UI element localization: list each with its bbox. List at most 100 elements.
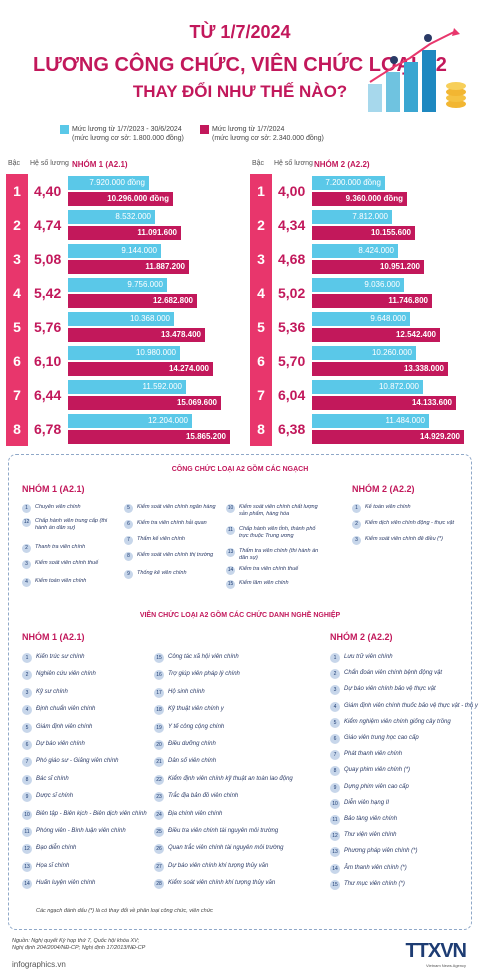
item-label: Dự báo viên chính bảo vệ thực vật [344,686,436,693]
chart-row: 2 4,34 7.812.000 10.155.600 [250,208,474,242]
bar-new-salary: 12.682.800 [68,294,197,308]
bar-old-salary: 7.812.000 [312,210,392,224]
list-item: 22 Kiểm định viên chính kỹ thuật an toàn … [154,774,293,785]
item-number: 9 [124,570,133,579]
list-item: 13 Phương pháp viên chính (*) [330,847,418,858]
bar-new-salary: 14.929.200 [312,430,464,444]
list-item: 12 Thư viện viên chính [330,831,397,842]
list-item: 20 Điều dưỡng chính [154,740,216,750]
item-number: 2 [22,544,31,553]
list-item: 26 Quan trắc viên chính tài nguyên môi tr… [154,844,284,855]
item-label: Kỹ thuật viên chính y [168,706,224,713]
date-heading: TỪ 1/7/2024 [189,22,291,42]
bar-new-salary: 15.865.200 [68,430,230,444]
legend-new-base: (mức lương cơ sở: 2.340.000 đồng) [212,135,324,142]
item-label: Dự báo viên chính [36,741,85,747]
chart-row: 3 4,68 8.424.000 10.951.200 [250,242,474,276]
list-item: 14 Kiểm tra viên chính thuế [226,566,322,575]
chart-row: 2 4,74 8.532.000 11.091.600 [6,208,230,242]
legend-old-base: (mức lương cơ sở: 1.800.000 đồng) [72,135,184,142]
bar-new-salary: 11.091.600 [68,226,181,240]
item-number: 7 [330,750,340,761]
list-item: 5 Kiểm nghiệm viên chính giống cây trồng [330,717,451,728]
header: TỪ 1/7/2024 LƯƠNG CÔNG CHỨC, VIÊN CHỨC L… [0,0,480,135]
item-label: Kiểm nghiệm viên chính giống cây trồng [344,718,451,725]
coefficient: 4,00 [278,183,306,199]
item-label: Nghiên cứu viên chính [36,671,96,678]
item-label: Giám định viên chính [36,723,93,730]
growth-illustration-icon [368,28,466,112]
item-number: 5 [22,722,32,733]
chart-row: 8 6,78 12.204.000 15.865.200 [6,412,230,446]
item-label: Hộ sinh chính [168,688,205,695]
item-label: Kiểm lâm viên chính [239,580,289,586]
list-item: 3 Kiểm soát viên chính thuế [22,560,118,569]
item-number: 10 [226,504,235,513]
list-item: 9 Thống kê viên chính [124,570,220,579]
list-item: 6 Giáo viên trung học cao cấp [330,734,419,744]
civil-title: CÔNG CHỨC LOẠI A2 GỒM CÁC NGẠCH [171,466,309,473]
group2-col-rank: Bậc [252,160,265,167]
item-number: 23 [154,792,164,803]
coefficient: 4,68 [278,251,306,267]
rank-badge: 8 [6,412,28,446]
coefficient: 6,78 [34,421,62,437]
item-number: 21 [154,757,164,768]
bar-new-salary: 13.338.000 [312,362,448,376]
item-label: Địa chính viên chính [168,810,223,817]
item-number: 8 [22,774,32,785]
list-item: 19 Y tế công cộng chính [154,722,224,733]
item-label: Kiểm định viên chính kỹ thuật an toàn la… [168,775,293,782]
item-number: 26 [154,844,164,855]
item-label: Phương pháp viên chính (*) [344,848,418,855]
bar-new-salary: 13.478.400 [68,328,205,342]
list-item: 27 Dự báo viên chính khí tượng thủy văn [154,861,268,872]
bar-old-salary: 10.260.000 [312,346,416,360]
rank-badge: 2 [6,208,28,242]
item-number: 17 [154,687,164,698]
list-item: 13 Họa sĩ chính [22,861,69,872]
chart-row: 1 4,00 7.200.000 đồng 9.360.000 đồng [250,174,474,208]
logo-sub: Vietnam News Agency [426,963,466,968]
rank-badge: 2 [250,208,272,242]
item-label: Phát thanh viên chính [344,751,403,758]
list-item: 1 Chuyên viên chính [22,504,118,513]
list-item: 15 Thư mục viên chính (*) [330,879,405,890]
item-number: 18 [154,705,164,716]
list-item: 2 Kiểm dịch viên chính động - thực vật [352,520,464,529]
coefficient: 4,74 [34,217,62,233]
list-item: 15 Kiểm lâm viên chính [226,580,322,589]
item-label: Kiểm soát viên chính thị trường [137,552,214,558]
chart-row: 5 5,76 10.368.000 13.478.400 [6,310,230,344]
list-item: 10 Biên tập - Biên kịch - Biên dịch viên … [22,809,147,820]
chart-row: 5 5,36 9.648.000 12.542.400 [250,310,474,344]
list-item: 28 Kiểm soát viên chính khí tượng thủy vă… [154,879,275,890]
item-label: Định chuẩn viên chính [36,706,96,713]
item-number: 13 [22,861,32,872]
bar-new-salary: 9.360.000 đồng [312,192,407,206]
list-item: 3 Kỹ sư chính [22,687,68,698]
item-label: Thư mục viên chính (*) [344,880,405,887]
item-number: 1 [22,504,31,513]
list-item: 1 Kế toán viên chính [352,504,464,513]
public-title: VIÊN CHỨC LOẠI A2 GỒM CÁC CHỨC DANH NGHỀ… [139,612,341,619]
item-number: 9 [22,792,32,803]
item-label: Quan trắc viên chính tài nguyên môi trườ… [168,845,284,852]
bar-new-salary: 10.155.600 [312,226,415,240]
coefficient: 5,08 [34,251,62,267]
item-number: 4 [22,578,31,587]
item-number: 7 [124,536,133,545]
item-number: 6 [22,740,32,750]
rank-badge: 6 [6,344,28,378]
list-item: 5 Giám định viên chính [22,722,93,733]
chart-row: 4 5,02 9.036.000 11.746.800 [250,276,474,310]
legend-old: Mức lương từ 1/7/2023 - 30/6/2024 (mức l… [60,125,184,143]
item-label: Chuyên viên chính [35,504,81,510]
item-number: 2 [352,520,361,529]
list-item: 14 Huấn luyện viên chính [22,879,95,890]
item-label: Thanh tra viên chính [35,544,86,550]
item-number: 25 [154,827,164,837]
list-item: 15 Công tác xã hội viên chính [154,653,239,663]
item-number: 3 [22,560,31,569]
item-label: Kiểm dịch viên chính động - thực vật [365,520,455,526]
